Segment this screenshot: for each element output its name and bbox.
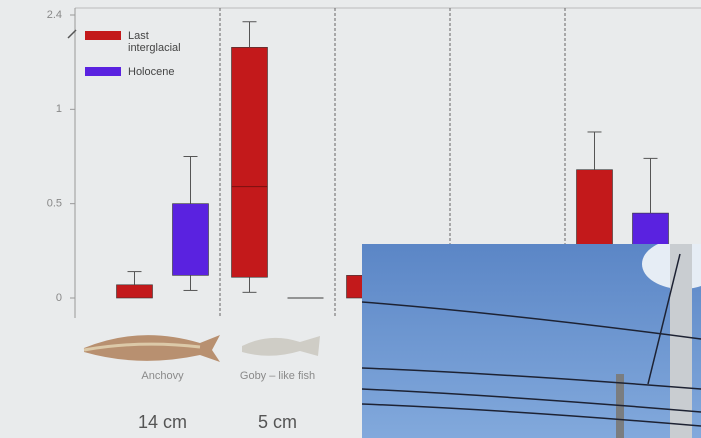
size-label: 5 cm [257,412,297,432]
anchovy-icon [83,335,220,362]
category-label: Goby – like fish [239,370,316,382]
y-tick-label: 2.4 [47,9,62,21]
category-label: Anchovy [141,370,184,382]
size-label: 14 cm [137,412,188,432]
y-tick-label: 1 [56,103,62,115]
pole [670,244,692,438]
legend-label: Holocene [128,66,175,78]
sky [362,244,701,438]
legend-swatch [85,67,121,76]
box [231,47,268,278]
y-tick-label: 0.5 [47,198,62,210]
box [172,203,209,276]
legend-label: Last interglacial [128,30,181,54]
inset-photo [362,244,701,438]
y-tick-label: 0 [56,292,62,304]
goby-icon [242,336,320,356]
box [116,284,153,299]
legend-swatch [85,31,121,40]
wires [362,253,701,427]
axis-break [67,29,77,39]
